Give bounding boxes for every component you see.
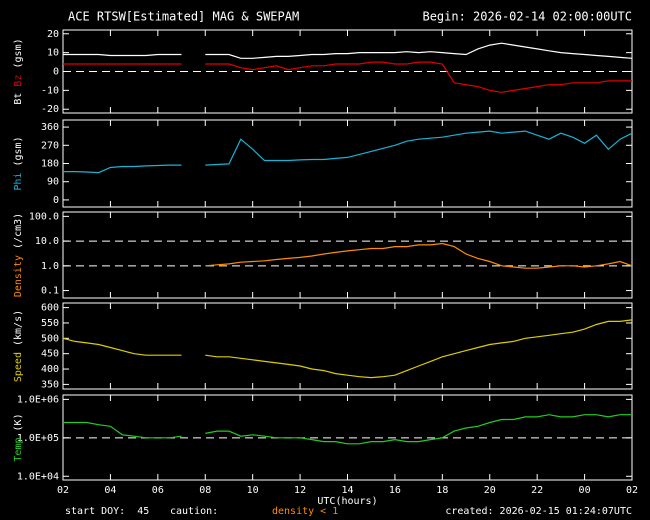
y-unit: (gsm)	[13, 136, 24, 166]
x-tick-label: 06	[152, 485, 164, 496]
y-axis-label: Bt Bz (gsm)	[13, 38, 24, 104]
y-unit: (/cm3)	[13, 213, 24, 249]
legend-entry: Speed	[13, 352, 24, 382]
series-line	[63, 130, 633, 174]
y-tick-label: 10.0	[35, 236, 59, 247]
caution: caution:	[170, 506, 218, 517]
y-tick-label: 10	[47, 48, 59, 59]
x-tick-label: 04	[104, 485, 116, 496]
x-tick-label: 14	[341, 485, 353, 496]
y-tick-label: 550	[41, 318, 59, 329]
legend-entry: Bz	[13, 75, 24, 87]
series-line	[205, 242, 633, 269]
y-tick-label: -20	[41, 104, 59, 115]
x-tick-label: 00	[579, 485, 591, 496]
y-tick-label: 1.0E+04	[17, 471, 59, 482]
series-line	[62, 319, 633, 379]
y-tick-label: 1.0	[41, 261, 59, 272]
x-axis-label: UTC(hours)	[317, 496, 377, 507]
x-tick-label: 08	[199, 485, 211, 496]
y-tick-label: 0	[53, 195, 59, 206]
x-tick-label: 02	[626, 485, 638, 496]
y-tick-label: 0.1	[41, 286, 59, 297]
x-tick-label: 02	[57, 485, 69, 496]
x-tick-label: 22	[531, 485, 543, 496]
legend-entry: Density	[13, 255, 24, 297]
x-tick-label: 12	[294, 485, 306, 496]
y-axis-label: Speed (km/s)	[13, 310, 24, 382]
start-doy: start DOY: 45	[65, 506, 149, 517]
legend-entry: Temp	[13, 438, 24, 462]
x-tick-label: 10	[247, 485, 259, 496]
y-tick-label: 500	[41, 333, 59, 344]
x-tick-label: 20	[484, 485, 496, 496]
y-tick-label: 400	[41, 364, 59, 375]
y-axis-label: Density (/cm3)	[13, 213, 24, 297]
y-tick-label: 450	[41, 349, 59, 360]
y-tick-label: 1.0E+05	[17, 433, 59, 444]
created: created: 2026-02-15 01:24:07UTC	[445, 506, 632, 517]
y-tick-label: 360	[41, 122, 59, 133]
density-note: density < 1	[272, 506, 338, 517]
series-line	[63, 42, 633, 59]
y-tick-label: 0	[53, 67, 59, 78]
y-unit: (K)	[13, 413, 24, 431]
y-tick-label: 270	[41, 140, 59, 151]
legend-entry: Bt	[13, 93, 24, 105]
y-tick-label: 90	[47, 177, 59, 188]
y-tick-label: 20	[47, 29, 59, 40]
series-line	[63, 61, 632, 93]
y-tick-label: 350	[41, 379, 59, 390]
y-tick-label: 180	[41, 159, 59, 170]
panel-frame	[62, 119, 633, 208]
x-tick-label: 16	[389, 485, 401, 496]
y-unit: (gsm)	[13, 38, 24, 68]
series-line	[63, 414, 632, 445]
y-unit: (km/s)	[13, 310, 24, 346]
begin-time: Begin: 2026-02-14 02:00:00UTC	[422, 10, 632, 24]
y-axis-label: Phi (gsm)	[13, 136, 24, 190]
y-tick-label: -10	[41, 85, 59, 96]
title: ACE RTSW[Estimated] MAG & SWEPAM	[68, 10, 299, 24]
y-tick-label: 100.0	[29, 211, 59, 222]
x-tick-label: 18	[436, 485, 448, 496]
panel-frame	[62, 302, 633, 390]
panel-frame	[62, 211, 633, 299]
legend-entry: Phi	[13, 173, 24, 191]
y-tick-label: 1.0E+06	[17, 394, 59, 405]
y-axis-label: Temp (K)	[13, 413, 24, 461]
y-tick-label: 600	[41, 303, 59, 314]
